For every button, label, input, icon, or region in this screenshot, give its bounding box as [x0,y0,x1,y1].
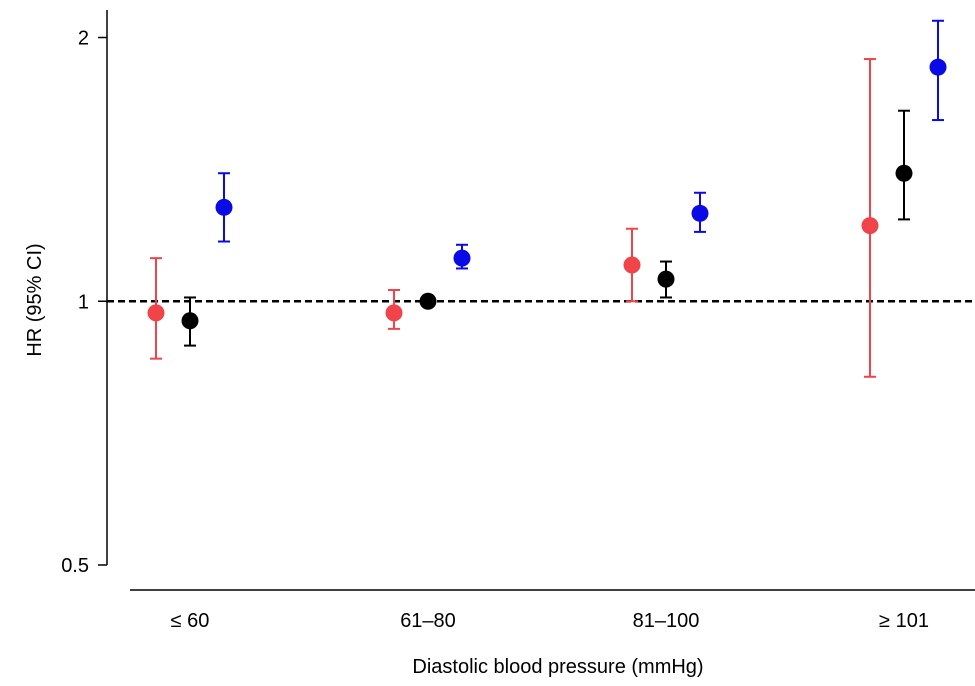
data-point [895,164,913,182]
x-axis-title: Diastolic blood pressure (mmHg) [412,656,703,678]
x-tick-label: 81–100 [633,610,700,632]
data-point [623,256,641,274]
y-tick-label: 1 [78,291,89,313]
data-point [181,312,199,330]
data-point [419,292,437,310]
x-ticks: ≤ 60 61–80 81–100 ≥ 101 [171,610,929,632]
data-point [691,204,709,222]
data-point [453,249,471,267]
data-point [929,58,947,76]
y-ticks: 0.5 1 2 [61,28,107,577]
data-point [215,198,233,216]
data-point [657,270,675,288]
x-tick-label: ≥ 101 [879,610,929,632]
x-tick-label: 61–80 [400,610,456,632]
y-tick-label: 0.5 [61,555,89,577]
data-point [147,304,165,322]
x-tick-label: ≤ 60 [171,610,210,632]
y-tick-label: 2 [78,28,89,50]
data-point [385,304,403,322]
y-axis-title: HR (95% CI) [24,243,46,356]
data-point [861,217,879,235]
plot-area [107,19,975,378]
